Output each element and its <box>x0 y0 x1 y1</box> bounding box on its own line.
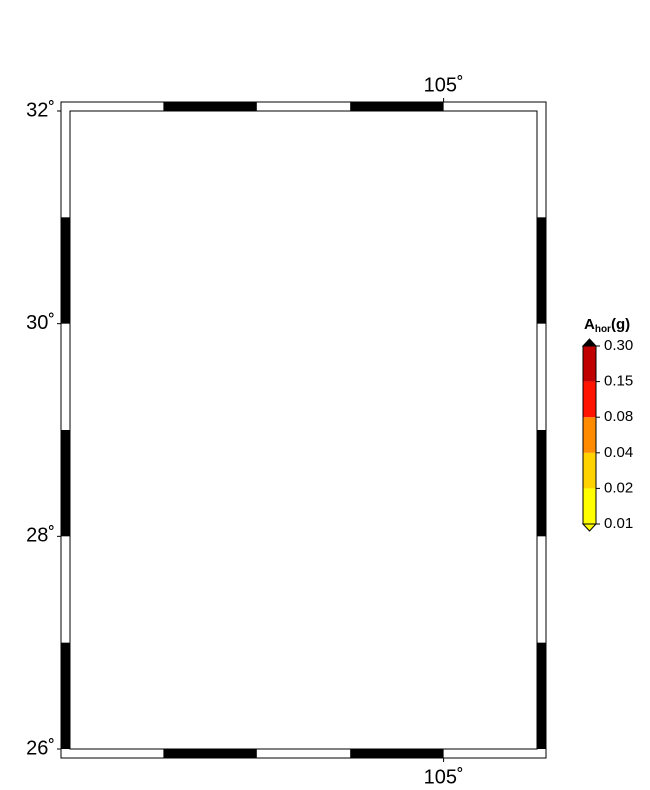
frame-segment <box>537 430 546 536</box>
x-tick-label: 105˚ <box>424 766 464 788</box>
frame-segment <box>537 217 546 323</box>
map-figure: 105˚ 105˚ 26˚ 28˚ 30˚ 32˚ Ahor(g) 0.01 0.02 0.0… <box>0 0 650 790</box>
colorbar-band <box>583 453 596 489</box>
colorbar-label: 0.08 <box>604 408 633 425</box>
frame-segment <box>61 217 70 323</box>
frame-segment <box>537 643 546 749</box>
colorbar-title-sub: hor <box>595 324 611 335</box>
colorbar-band <box>583 417 596 453</box>
colorbar-label: 0.01 <box>604 515 633 532</box>
colorbar-title-unit: (g) <box>611 316 630 333</box>
colorbar: Ahor(g) 0.01 0.02 0.04 0.08 0.15 0.30 <box>583 316 633 532</box>
y-tick-label: 26˚ <box>26 737 55 759</box>
frame-segment <box>61 430 70 536</box>
colorbar-band <box>583 346 596 382</box>
y-tick-label: 30˚ <box>26 312 55 334</box>
frame-segment <box>61 643 70 749</box>
frame-segment <box>350 102 443 111</box>
frame-segment <box>163 102 256 111</box>
colorbar-title: Ahor(g) <box>584 316 630 335</box>
frame-segment <box>350 749 443 758</box>
frame-segment <box>163 749 256 758</box>
colorbar-label: 0.15 <box>604 373 633 390</box>
frame-border <box>61 102 546 758</box>
colorbar-label: 0.02 <box>604 479 633 496</box>
colorbar-band <box>583 488 596 524</box>
y-tick-label: 28˚ <box>26 525 55 547</box>
colorbar-label: 0.30 <box>604 337 633 354</box>
map-frame <box>61 102 546 758</box>
colorbar-cap-top <box>583 339 596 346</box>
colorbar-cap-bottom <box>583 524 596 531</box>
x-tick-label: 105˚ <box>424 74 464 96</box>
colorbar-label: 0.04 <box>604 444 633 461</box>
colorbar-band <box>583 382 596 418</box>
y-tick-label: 32˚ <box>26 99 55 121</box>
colorbar-title-main: A <box>584 316 595 333</box>
page: 105˚ 105˚ 26˚ 28˚ 30˚ 32˚ Ahor(g) 0.01 0.02 0.0… <box>0 0 650 790</box>
